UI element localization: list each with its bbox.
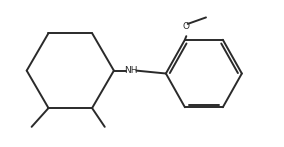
Text: NH: NH: [125, 66, 138, 75]
Text: O: O: [183, 22, 190, 31]
